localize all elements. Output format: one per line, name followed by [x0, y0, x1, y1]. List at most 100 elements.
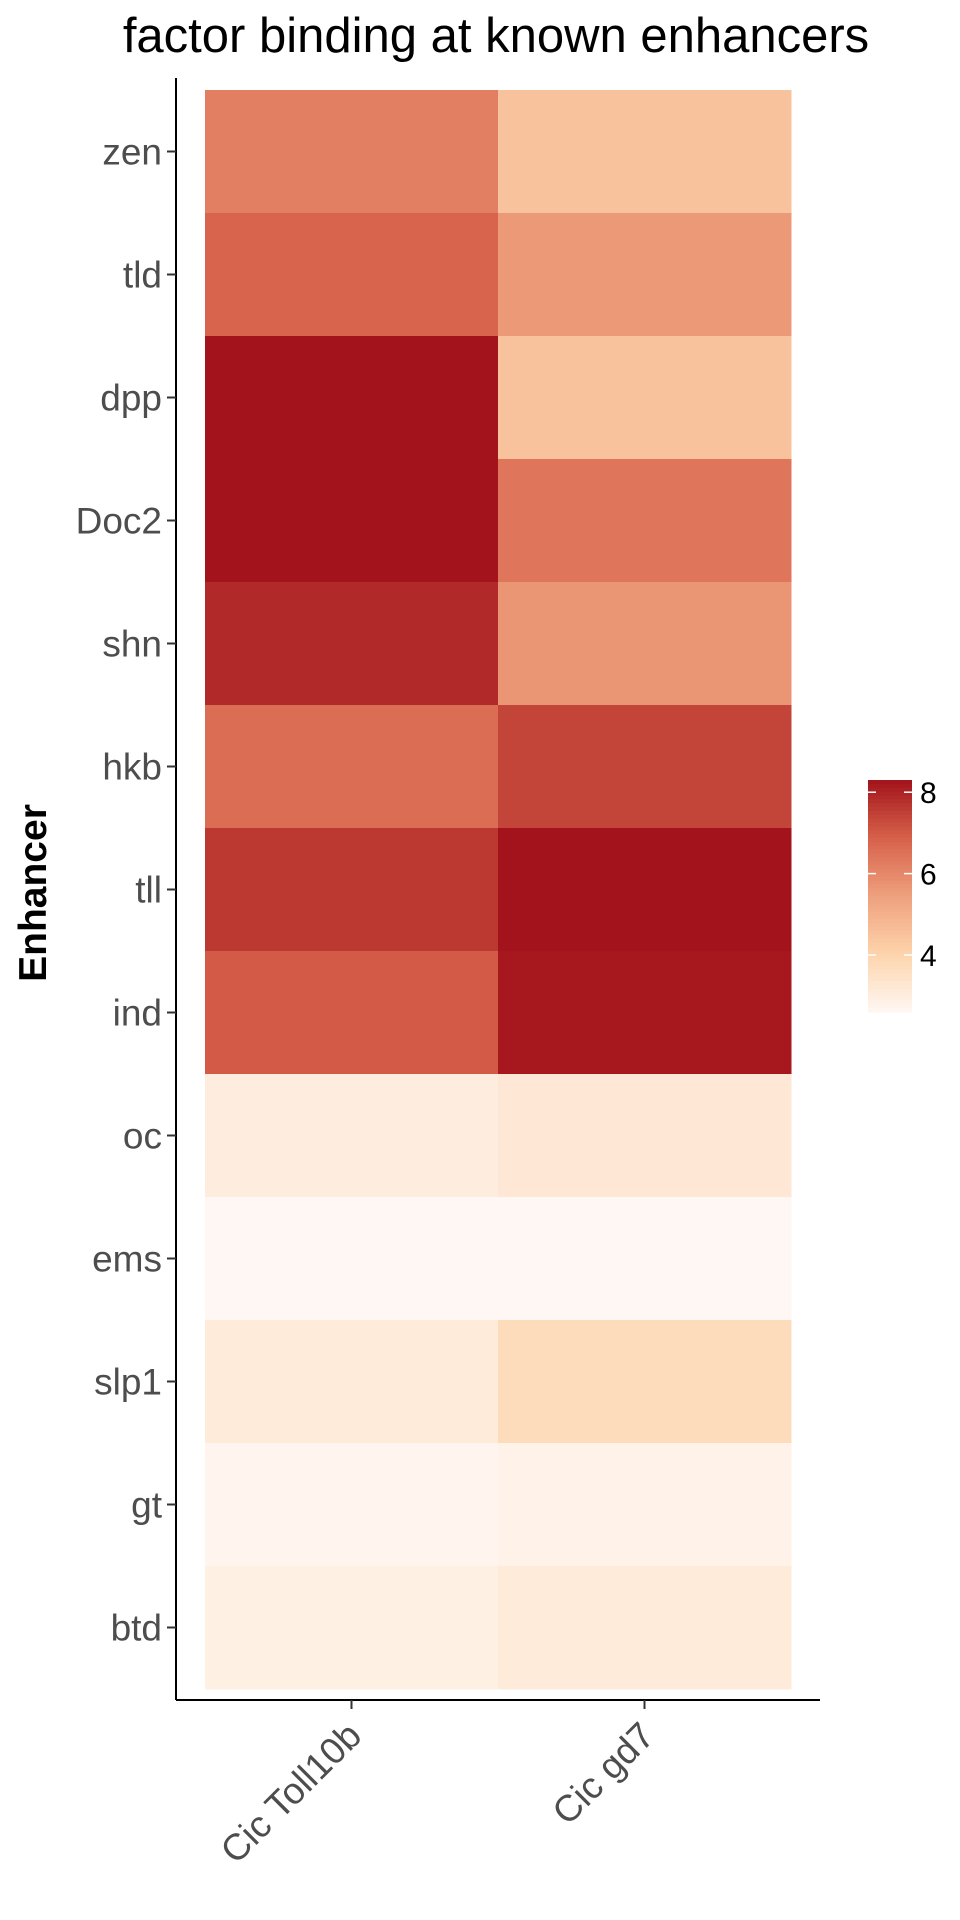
- heatmap-cell-gt-0: [205, 1443, 499, 1567]
- heatmap-cell-Doc2-0: [205, 459, 499, 583]
- legend-gradient-segment: [868, 992, 912, 998]
- legend-gradient-segment: [868, 783, 912, 789]
- y-tick-label-dpp: dpp: [100, 378, 162, 419]
- heatmap-cell-oc-1: [498, 1074, 792, 1198]
- legend-gradient-segment: [868, 973, 912, 978]
- heatmap-cell-tll-1: [498, 828, 792, 952]
- color-legend: 4 6 8: [868, 777, 937, 1013]
- legend-gradient-segment: [868, 888, 912, 893]
- heatmap-cells: [205, 90, 792, 1690]
- y-tick-label-oc: oc: [123, 1116, 162, 1157]
- legend-gradient-segment: [868, 838, 912, 843]
- heatmap-cell-slp1-0: [205, 1320, 499, 1444]
- legend-gradient-segment: [868, 845, 912, 851]
- legend-gradient-segment: [868, 841, 912, 847]
- legend-gradient-segment: [868, 1008, 912, 1013]
- y-tick-label-tld: tld: [123, 255, 162, 296]
- legend-gradient-segment: [868, 934, 912, 940]
- legend-gradient-segment: [868, 911, 912, 916]
- chart-title: factor binding at known enhancers: [123, 9, 869, 63]
- heatmap-cell-ems-0: [205, 1197, 499, 1321]
- legend-gradient-segment: [868, 938, 912, 943]
- heatmap-cell-hkb-1: [498, 705, 792, 829]
- legend-gradient-segment: [868, 849, 912, 855]
- heatmap-cell-zen-1: [498, 90, 792, 214]
- legend-gradient-segment: [868, 919, 912, 924]
- legend-gradient-segment: [868, 791, 912, 797]
- heatmap-cell-tld-1: [498, 213, 792, 337]
- legend-gradient-segment: [868, 942, 912, 947]
- heatmap-cell-ems-1: [498, 1197, 792, 1321]
- heatmap-cell-slp1-1: [498, 1320, 792, 1444]
- heatmap-cell-Doc2-1: [498, 459, 792, 583]
- legend-gradient-segment: [868, 826, 912, 831]
- y-axis-ticks: zen tld dpp Doc2 shn hkb tll ind oc ems slp1 gt btd: [76, 132, 176, 1649]
- y-tick-label-ems: ems: [92, 1239, 162, 1280]
- legend-tick-label-6: 6: [920, 859, 937, 892]
- y-tick-label-gt: gt: [131, 1485, 163, 1526]
- legend-gradient-segment: [868, 896, 912, 901]
- legend-gradient-segment: [868, 880, 912, 885]
- legend-gradient-segment: [868, 857, 912, 862]
- x-axis-ticks: Cic Toll10b Cic gd7: [213, 1700, 662, 1871]
- legend-gradient-segment: [868, 830, 912, 835]
- y-tick-label-zen: zen: [102, 132, 162, 173]
- heatmap-cell-oc-0: [205, 1074, 499, 1198]
- legend-gradient-segment: [868, 1004, 912, 1009]
- heatmap-cell-btd-1: [498, 1566, 792, 1690]
- legend-gradient-segment: [868, 853, 912, 858]
- legend-gradient-segment: [868, 865, 912, 870]
- legend-gradient-segment: [868, 946, 912, 951]
- heatmap-cell-hkb-0: [205, 705, 499, 829]
- legend-gradient-segment: [868, 884, 912, 889]
- legend-gradient-segment: [868, 961, 912, 967]
- heatmap-cell-dpp-1: [498, 336, 792, 460]
- legend-gradient-segment: [868, 899, 912, 905]
- y-tick-label-btd: btd: [111, 1608, 162, 1649]
- y-axis-label: Enhancer: [12, 804, 55, 982]
- heatmap-cell-tld-0: [205, 213, 499, 337]
- legend-gradient-segment: [868, 930, 912, 936]
- heatmap-cell-btd-0: [205, 1566, 499, 1690]
- legend-gradient-segment: [868, 988, 912, 994]
- legend-gradient-segment: [868, 814, 912, 820]
- legend-gradient-segment: [868, 807, 912, 812]
- legend-gradient-segment: [868, 950, 912, 955]
- y-tick-label-hkb: hkb: [102, 747, 162, 788]
- heatmap-cell-dpp-0: [205, 336, 499, 460]
- heatmap-cell-gt-1: [498, 1443, 792, 1567]
- legend-gradient-segment: [868, 799, 912, 804]
- legend-gradient-segment: [868, 903, 912, 909]
- legend-gradient-segment: [868, 780, 912, 785]
- heatmap-cell-tll-0: [205, 828, 499, 952]
- legend-gradient-segment: [868, 923, 912, 928]
- legend-gradient-segment: [868, 1000, 912, 1005]
- legend-gradient-segment: [868, 969, 912, 974]
- heatmap-cell-shn-1: [498, 582, 792, 706]
- heatmap-cell-ind-1: [498, 951, 792, 1075]
- y-tick-label-slp1: slp1: [94, 1362, 162, 1403]
- legend-gradient-segment: [868, 787, 912, 793]
- y-tick-label-Doc2: Doc2: [76, 501, 162, 542]
- legend-gradient-segment: [868, 892, 912, 897]
- legend-gradient-segment: [868, 861, 912, 866]
- legend-gradient-segment: [868, 996, 912, 1001]
- y-tick-label-tll: tll: [135, 870, 162, 911]
- legend-gradient-segment: [868, 984, 912, 990]
- x-tick-label-0: Cic Toll10b: [213, 1715, 369, 1871]
- heatmap-cell-zen-0: [205, 90, 499, 214]
- legend-gradient-segment: [868, 868, 912, 874]
- legend-gradient-segment: [868, 803, 912, 808]
- heatmap-cell-ind-0: [205, 951, 499, 1075]
- legend-tick-label-8: 8: [920, 777, 937, 810]
- y-tick-label-shn: shn: [102, 624, 162, 665]
- legend-gradient-segment: [868, 926, 912, 932]
- legend-gradient-segment: [868, 810, 912, 816]
- legend-gradient-segment: [868, 834, 912, 839]
- heatmap-cell-shn-0: [205, 582, 499, 706]
- legend-gradient-segment: [868, 822, 912, 827]
- legend-gradient-segment: [868, 818, 912, 824]
- y-tick-label-ind: ind: [113, 993, 162, 1034]
- legend-tick-label-4: 4: [920, 940, 937, 973]
